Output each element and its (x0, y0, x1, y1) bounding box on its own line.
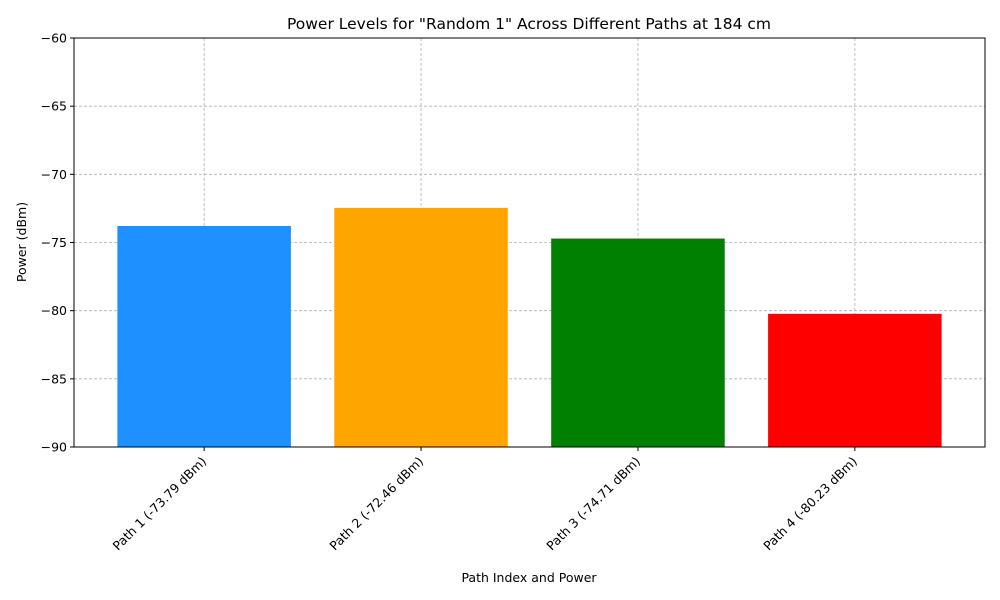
y-tick-label: −80 (41, 303, 67, 318)
bar (551, 238, 725, 447)
bars-layer (117, 207, 942, 447)
bar (768, 313, 942, 447)
x-axis: Path 1 (-73.79 dBm) Path 2 (-72.46 dBm) Pa… (110, 447, 860, 553)
bar (117, 226, 291, 447)
y-axis-label: Power (dBm) (14, 202, 29, 282)
y-tick-label: −85 (41, 371, 67, 386)
chart-title: Power Levels for "Random 1" Across Diffe… (287, 15, 771, 33)
x-tick-label: Path 3 (-74.71 dBm) (543, 454, 643, 554)
x-tick-label: Path 4 (-80.23 dBm) (760, 454, 860, 554)
y-tick-label: −90 (41, 440, 67, 455)
y-axis: −90 −85 −80 −75 −70 −65 −60 (41, 31, 74, 455)
bar (334, 207, 508, 447)
y-tick-label: −70 (41, 167, 67, 182)
y-tick-label: −65 (41, 99, 67, 114)
plot-frame (73, 37, 986, 448)
y-tick-label: −60 (41, 31, 67, 46)
x-axis-label: Path Index and Power (461, 570, 597, 585)
x-tick-label: Path 2 (-72.46 dBm) (326, 454, 426, 554)
x-tick-label: Path 1 (-73.79 dBm) (110, 454, 210, 554)
y-tick-label: −75 (41, 235, 67, 250)
